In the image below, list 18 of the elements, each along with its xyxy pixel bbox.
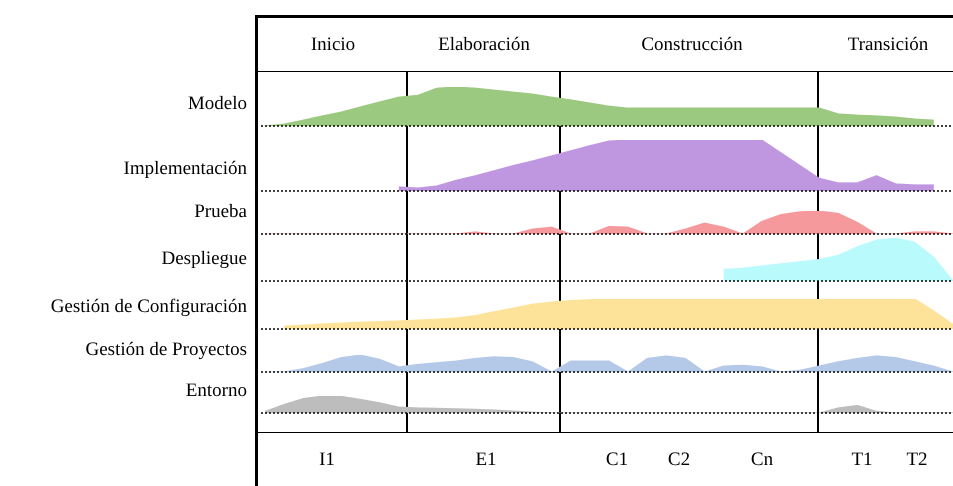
y-axis-title: Entorno: [186, 379, 247, 403]
text: E1: [475, 448, 497, 472]
text: Inicio: [310, 32, 356, 56]
y-axis-title: Implementación: [124, 157, 247, 181]
y-axis-title: Prueba: [194, 200, 247, 224]
y-axis-title: Gestión de Configuración: [50, 295, 247, 319]
text: Transición: [848, 32, 928, 56]
text: C2: [668, 448, 690, 472]
text: T2: [906, 448, 928, 472]
y-axis-title: Despliegue: [162, 247, 247, 271]
y-axis-title: Modelo: [188, 92, 247, 116]
y-axis-title: Gestión de Proyectos: [86, 338, 247, 362]
text: C1: [606, 448, 628, 472]
text: T1: [851, 448, 873, 472]
text: Cn: [750, 448, 774, 472]
text: Elaboración: [438, 32, 530, 56]
text: I1: [319, 448, 335, 472]
text: Construcción: [641, 32, 743, 56]
